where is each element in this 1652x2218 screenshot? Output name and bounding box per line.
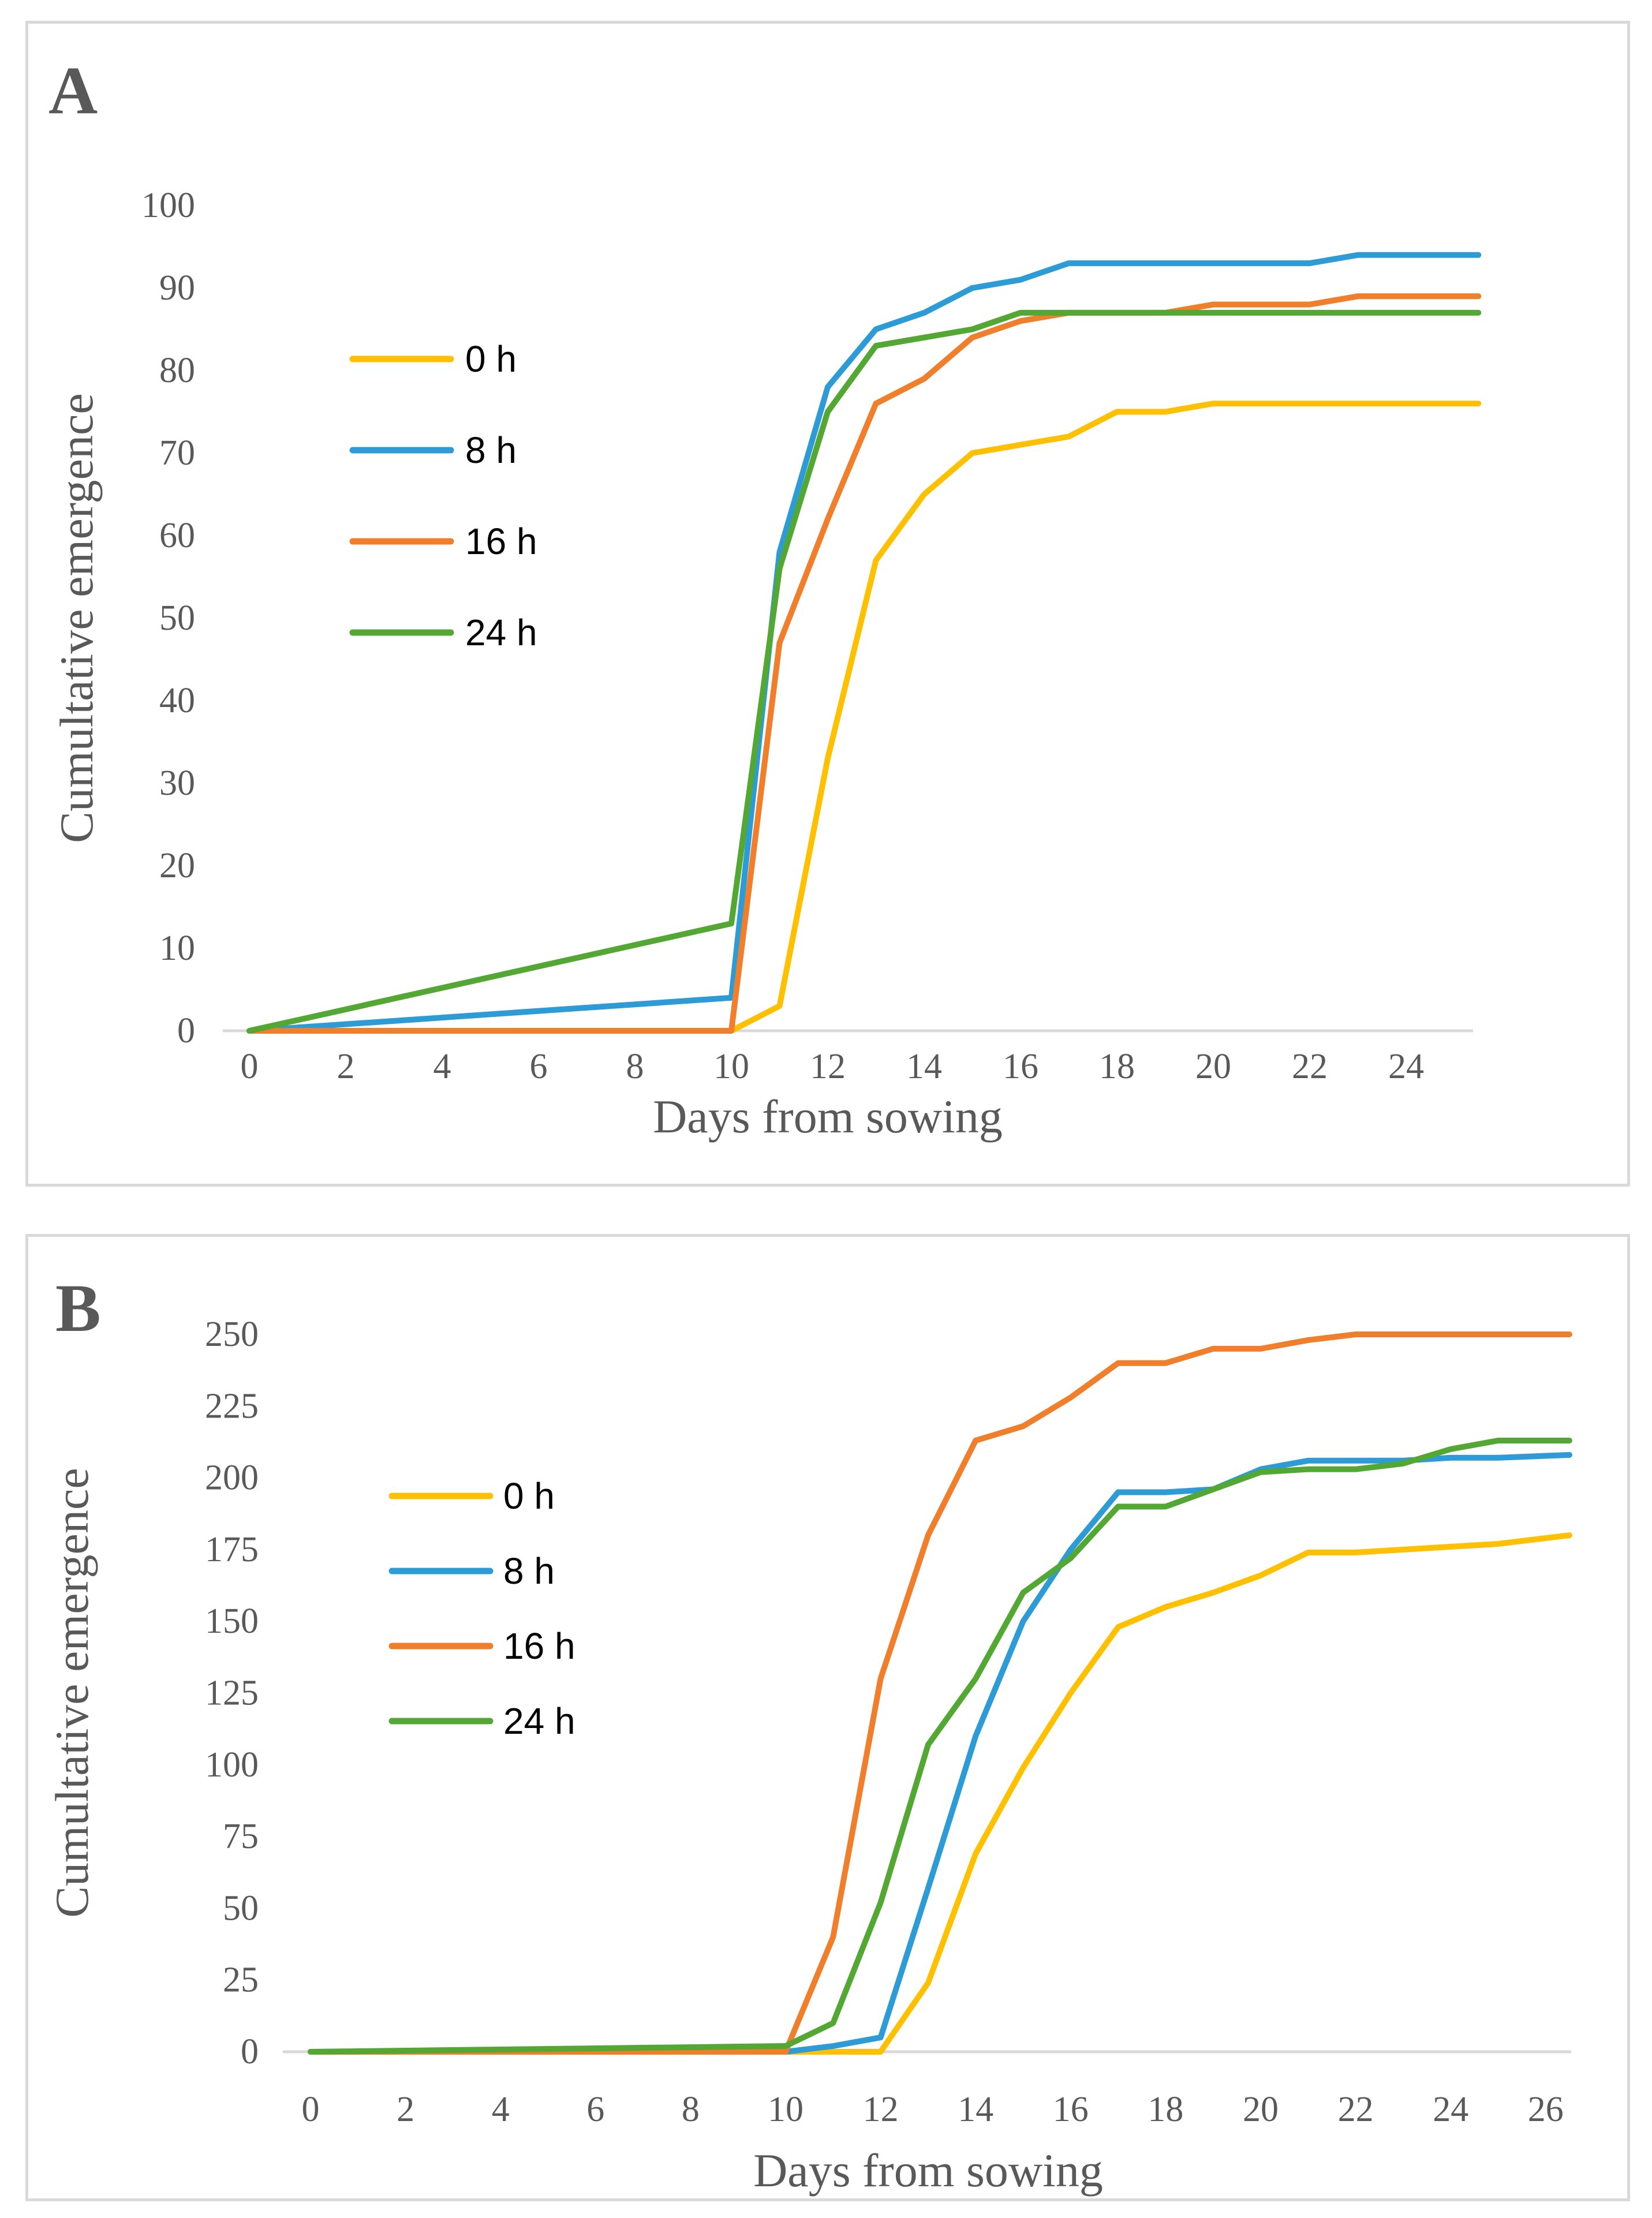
y-tick-label: 175: [205, 1530, 259, 1569]
x-tick-label: 20: [1243, 2090, 1279, 2129]
y-tick-label: 100: [205, 1745, 259, 1785]
y-tick-label: 225: [205, 1386, 259, 1426]
x-tick-label: 14: [958, 2090, 993, 2129]
panel-a-letter: A: [48, 53, 98, 128]
legend-label-24h: 24 h: [465, 612, 537, 653]
x-tick-label: 10: [768, 2090, 803, 2129]
y-tick-label: 60: [159, 516, 195, 555]
x-tick-label: 6: [530, 1047, 548, 1086]
x-tick-label: 20: [1195, 1047, 1231, 1086]
x-tick-label: 22: [1292, 1047, 1328, 1086]
y-tick-label: 200: [205, 1458, 259, 1498]
y-tick-label: 50: [159, 599, 195, 638]
x-tick-label: 18: [1099, 1047, 1135, 1086]
y-tick-label: 250: [205, 1315, 259, 1354]
x-tick-label: 16: [1053, 2090, 1089, 2129]
x-tick-label: 14: [906, 1047, 942, 1086]
x-tick-label: 26: [1528, 2090, 1564, 2129]
x-tick-label: 16: [1003, 1047, 1038, 1086]
x-tick-label: 12: [863, 2090, 899, 2129]
panel-b-letter: B: [55, 1270, 101, 1346]
y-tick-label: 25: [223, 1961, 259, 2000]
legend-label-8h: 8 h: [465, 429, 517, 471]
y-tick-label: 50: [223, 1888, 259, 1928]
series-line-24h: [246, 309, 1482, 1034]
legend-label-0h: 0 h: [465, 338, 517, 380]
y-tick-label: 10: [159, 929, 195, 968]
y-tick-label: 0: [241, 2032, 259, 2071]
legend-label-16h: 16 h: [503, 1625, 575, 1667]
y-tick-label: 70: [159, 433, 195, 473]
x-tick-label: 12: [810, 1047, 846, 1086]
series-line-24h: [308, 1437, 1572, 2055]
x-tick-label: 24: [1388, 1047, 1424, 1086]
x-tick-label: 6: [586, 2090, 604, 2129]
legend-label-0h: 0 h: [503, 1475, 555, 1517]
y-tick-label: 90: [159, 268, 195, 308]
y-tick-label: 20: [159, 846, 195, 885]
legend-label-8h: 8 h: [503, 1550, 555, 1592]
legend-label-16h: 16 h: [465, 521, 537, 562]
y-tick-label: 125: [205, 1674, 259, 1713]
legend-label-24h: 24 h: [503, 1700, 575, 1742]
x-tick-label: 24: [1433, 2090, 1468, 2129]
y-tick-label: 80: [159, 351, 195, 390]
x-tick-label: 8: [626, 1047, 644, 1086]
panel-a: [25, 21, 1630, 1187]
series-line-0h: [308, 1532, 1572, 2055]
y-tick-label: 0: [177, 1011, 195, 1050]
y-tick-label: 100: [141, 186, 195, 225]
x-tick-label: 10: [713, 1047, 749, 1086]
y-tick-label: 40: [159, 681, 195, 720]
series-line-16h: [246, 293, 1482, 1034]
x-tick-label: 2: [397, 2090, 414, 2129]
x-tick-label: 22: [1338, 2090, 1374, 2129]
x-tick-label: 4: [492, 2090, 510, 2129]
x-tick-label: 0: [302, 2090, 320, 2129]
x-tick-label: 0: [241, 1047, 259, 1086]
x-axis-title: Days from sowing: [653, 1090, 1003, 1143]
x-tick-label: 18: [1148, 2090, 1183, 2129]
series-line-16h: [308, 1331, 1572, 2055]
x-tick-label: 8: [682, 2090, 700, 2129]
x-tick-label: 2: [337, 1047, 355, 1086]
y-axis-title: Cumultative emergence: [50, 393, 103, 843]
x-tick-label: 4: [433, 1047, 451, 1086]
series-line-8h: [246, 252, 1482, 1034]
y-tick-label: 75: [223, 1817, 259, 1856]
y-tick-label: 150: [205, 1602, 259, 1641]
panel-b: [25, 1234, 1630, 2201]
series-line-0h: [246, 401, 1482, 1034]
x-axis-title: Days from sowing: [753, 2144, 1103, 2197]
y-tick-label: 30: [159, 764, 195, 803]
y-axis-title: Cumultative emergence: [46, 1468, 98, 1917]
series-line-8h: [308, 1452, 1572, 2055]
